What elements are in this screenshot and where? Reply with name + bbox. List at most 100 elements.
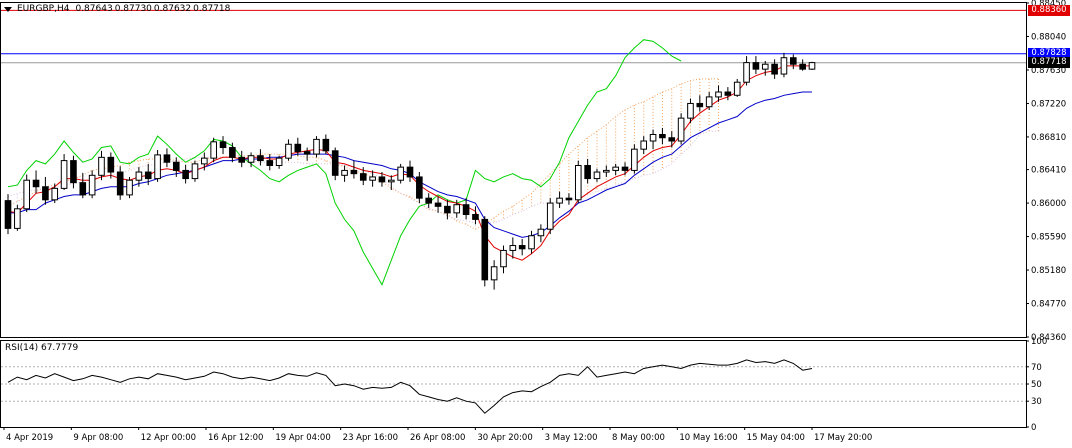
candle [528, 230, 535, 254]
rsi-axis-label: 30 [1031, 397, 1042, 407]
candle [322, 134, 330, 155]
candle [621, 162, 629, 176]
candle-body-bear [4, 200, 12, 229]
candle [481, 216, 489, 287]
candle [715, 85, 722, 102]
candle [257, 149, 264, 166]
candle [219, 136, 227, 155]
candle-body-bear [42, 186, 49, 201]
time-axis-label: 16 Apr 12:00 [208, 433, 263, 443]
candle [649, 129, 657, 150]
candle [603, 165, 610, 177]
candle [14, 204, 21, 231]
candle [771, 59, 778, 79]
candle-body-bear [172, 161, 180, 171]
candle-body-bear [434, 202, 442, 207]
candle-body-bear [266, 160, 274, 167]
rsi-value: 67.7779 [40, 343, 79, 353]
candle-body-bull [14, 208, 21, 229]
candle [116, 166, 124, 200]
candle-body-bull [453, 204, 461, 214]
candle [500, 245, 507, 274]
candle [266, 154, 274, 171]
candle-body-bear [257, 155, 264, 162]
candle-body-bull [574, 165, 582, 201]
candle [453, 199, 461, 218]
candle-body-bull [780, 57, 788, 75]
candle-body-bear [116, 171, 124, 196]
candle-body-bull [98, 156, 105, 176]
candle-body-bear [219, 141, 227, 149]
candle-body-bull [603, 169, 610, 173]
candle-body-bear [621, 166, 629, 171]
main-plot [1, 9, 1026, 290]
price-axis-label: 0.86810 [1031, 133, 1066, 143]
candle [397, 163, 404, 184]
time-axis-label: 8 May 00:00 [612, 433, 665, 443]
candle-body-bull [808, 62, 816, 70]
candle-body-bear [144, 171, 152, 180]
candle-body-bear [378, 176, 386, 183]
candle [659, 127, 666, 145]
candle [677, 113, 685, 145]
candle-body-bull [275, 157, 283, 167]
candle-body-bear [70, 160, 77, 184]
time-axis-label: 10 May 16:00 [679, 433, 737, 443]
price-axis-label: 0.86000 [1031, 199, 1066, 209]
candle [303, 147, 311, 161]
candle-body-bear [724, 91, 732, 96]
candle [88, 170, 96, 199]
candle-body-bear [425, 197, 433, 204]
candle [724, 87, 732, 101]
candle [631, 144, 638, 174]
candle [182, 164, 189, 184]
candle-body-bull [509, 245, 517, 251]
chart-header: EURGBP,H4 0.87643 0.87730 0.87632 0.8771… [4, 4, 230, 14]
candle [789, 54, 797, 70]
rsi-plot [1, 359, 1026, 414]
time-axis-label: 4 Apr 2019 [6, 433, 53, 443]
candle-body-bear [444, 205, 451, 214]
high-value: 0.87730 [114, 4, 152, 14]
candle [331, 147, 339, 181]
candle-body-bear [238, 156, 246, 163]
price-tag-blue-level: 0.87828 [1028, 48, 1070, 60]
candle [285, 139, 292, 161]
candle-body-bull [341, 169, 348, 176]
candle-body-bull [612, 166, 619, 171]
candle [537, 224, 545, 243]
rsi-line [7, 359, 813, 414]
candle-body-bull [537, 228, 545, 237]
dropdown-triangle-icon[interactable] [4, 6, 12, 12]
candle [518, 239, 526, 256]
candle [247, 152, 255, 168]
candle [752, 56, 760, 75]
low-value: 0.87632 [153, 4, 192, 14]
candle-body-bull [201, 157, 208, 165]
candle [387, 175, 395, 191]
candle-body-bull [126, 179, 133, 196]
candle-body-bull [649, 133, 657, 142]
candle [60, 154, 68, 191]
candle-body-bull [247, 155, 255, 163]
candle-body-bull [397, 166, 404, 181]
candle [687, 98, 694, 124]
candle [462, 198, 470, 220]
candle [565, 193, 573, 205]
candle [444, 199, 451, 220]
candle [70, 155, 77, 189]
candle-body-bear [481, 218, 489, 281]
candle-body-bear [322, 138, 330, 152]
candle [79, 172, 87, 199]
candle [425, 193, 433, 208]
candle-body-bear [406, 166, 414, 178]
candle [434, 196, 442, 213]
price-axis-label: 0.88040 [1031, 32, 1066, 42]
candle [780, 52, 788, 78]
price-axis-label: 0.84770 [1031, 300, 1066, 310]
price-tag-current: 0.87718 [1028, 57, 1070, 69]
candle-body-bull [705, 96, 713, 108]
candle [705, 92, 713, 110]
